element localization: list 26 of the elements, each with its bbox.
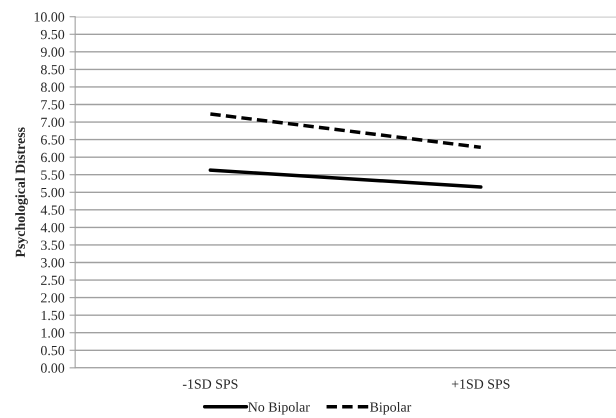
y-tick-label: 6.50 — [41, 135, 64, 145]
y-axis-title: Psychological Distress — [15, 127, 28, 258]
x-tick-label: +1SD SPS — [452, 379, 510, 389]
y-tick-label: 2.50 — [41, 276, 64, 286]
y-tick-label: 8.50 — [40, 64, 64, 74]
y-tick-label: 0.50 — [40, 346, 64, 356]
y-tick-label: 2.00 — [41, 293, 64, 303]
y-tick-label: 3.00 — [41, 258, 64, 268]
y-tick-label: 5.00 — [41, 188, 64, 198]
y-tick-label: 5.50 — [41, 170, 64, 180]
y-tick-label: 4.50 — [40, 205, 64, 215]
y-tick-label: 6.00 — [41, 152, 64, 162]
y-tick-label: 9.00 — [40, 47, 64, 57]
y-tick-label: 10.00 — [34, 12, 64, 22]
y-tick-label: 8.00 — [40, 82, 64, 92]
y-tick-label: 0.00 — [40, 363, 64, 373]
y-tick-label: 3.50 — [41, 240, 64, 250]
y-tick-label: 9.50 — [40, 30, 64, 40]
legend-label: Bipolar — [370, 402, 412, 415]
y-tick-label: 7.50 — [41, 100, 64, 110]
legend-label: No Bipolar — [248, 402, 310, 415]
y-tick-label: 1.00 — [42, 328, 64, 338]
y-tick-label: 7.00 — [41, 118, 64, 128]
y-tick-label: 4.00 — [40, 222, 64, 232]
y-tick-label: 1.50 — [42, 310, 64, 320]
x-tick-label: -1SD SPS — [182, 379, 238, 389]
